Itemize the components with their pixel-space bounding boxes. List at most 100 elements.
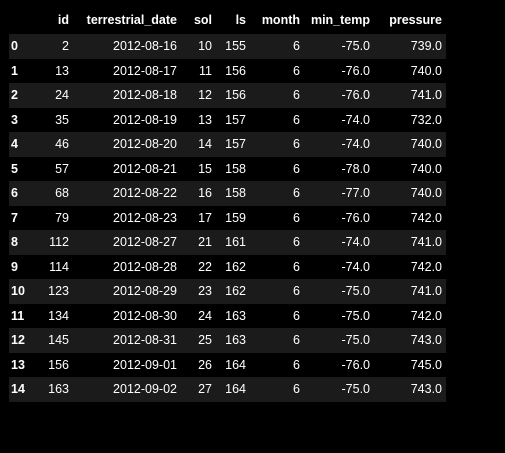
cell-id: 2 xyxy=(62,39,69,54)
table-row: 8 112 2012-08-27 21 161 6 -74.0 741.0 xyxy=(9,230,446,255)
cell-ls: 158 xyxy=(225,161,246,176)
cell-ls: 157 xyxy=(225,112,246,127)
cell-ls: 162 xyxy=(225,259,246,274)
dataframe-output: id terrestrial_date sol ls month min_tem… xyxy=(9,6,446,402)
cell-id: 79 xyxy=(55,210,69,225)
cell-sol: 27 xyxy=(198,382,212,397)
table-row: 13 156 2012-09-01 26 164 6 -76.0 745.0 xyxy=(9,352,446,377)
cell-id: 134 xyxy=(48,308,69,323)
cell-min-temp: -74.0 xyxy=(341,112,371,127)
column-header-terrestrial-date: terrestrial_date xyxy=(73,6,181,34)
cell-ls: 164 xyxy=(225,357,246,372)
cell-ls: 162 xyxy=(225,284,246,299)
cell-pressure: 740.0 xyxy=(410,137,442,152)
cell-ls: 155 xyxy=(225,39,246,54)
cell-pressure: 740.0 xyxy=(410,186,442,201)
cell-month: 6 xyxy=(293,39,300,54)
cell-min-temp: -76.0 xyxy=(341,210,371,225)
table-row: 5 57 2012-08-21 15 158 6 -78.0 740.0 xyxy=(9,156,446,181)
cell-terrestrial-date: 2012-08-28 xyxy=(113,259,177,274)
cell-pressure: 745.0 xyxy=(410,357,442,372)
cell-terrestrial-date: 2012-08-21 xyxy=(113,161,177,176)
cell-id: 123 xyxy=(48,284,69,299)
cell-id: 24 xyxy=(55,88,69,103)
cell-sol: 10 xyxy=(198,39,212,54)
row-index: 6 xyxy=(11,186,18,201)
cell-pressure: 743.0 xyxy=(410,382,442,397)
cell-month: 6 xyxy=(293,259,300,274)
table-header-row: id terrestrial_date sol ls month min_tem… xyxy=(9,6,446,34)
row-index: 14 xyxy=(11,382,25,397)
cell-min-temp: -75.0 xyxy=(341,333,371,348)
cell-month: 6 xyxy=(293,210,300,225)
column-header-sol: sol xyxy=(181,6,216,34)
table-body: 0 2 2012-08-16 10 155 6 -75.0 739.0 1 13 2012-08-1… xyxy=(9,34,446,402)
row-index: 7 xyxy=(11,210,18,225)
column-header-min-temp: min_temp xyxy=(304,6,374,34)
row-index: 4 xyxy=(11,137,18,152)
cell-sol: 23 xyxy=(198,284,212,299)
column-header-pressure: pressure xyxy=(374,6,446,34)
cell-min-temp: -75.0 xyxy=(341,382,371,397)
row-index: 12 xyxy=(11,333,25,348)
cell-id: 35 xyxy=(55,112,69,127)
cell-terrestrial-date: 2012-08-16 xyxy=(113,39,177,54)
row-index: 1 xyxy=(11,63,18,78)
table-row: 1 13 2012-08-17 11 156 6 -76.0 740.0 xyxy=(9,58,446,83)
table-row: 7 79 2012-08-23 17 159 6 -76.0 742.0 xyxy=(9,205,446,230)
cell-terrestrial-date: 2012-08-18 xyxy=(113,88,177,103)
cell-terrestrial-date: 2012-08-17 xyxy=(113,63,177,78)
cell-id: 163 xyxy=(48,382,69,397)
cell-sol: 25 xyxy=(198,333,212,348)
column-header-id: id xyxy=(39,6,73,34)
cell-terrestrial-date: 2012-09-01 xyxy=(113,357,177,372)
column-header-ls: ls xyxy=(216,6,250,34)
cell-pressure: 743.0 xyxy=(410,333,442,348)
table-row: 11 134 2012-08-30 24 163 6 -75.0 742.0 xyxy=(9,303,446,328)
cell-terrestrial-date: 2012-08-22 xyxy=(113,186,177,201)
cell-month: 6 xyxy=(293,382,300,397)
cell-min-temp: -74.0 xyxy=(341,259,371,274)
table-row: 9 114 2012-08-28 22 162 6 -74.0 742.0 xyxy=(9,254,446,279)
cell-min-temp: -74.0 xyxy=(341,137,371,152)
cell-month: 6 xyxy=(293,137,300,152)
table-row: 0 2 2012-08-16 10 155 6 -75.0 739.0 xyxy=(9,34,446,59)
row-index: 8 xyxy=(11,235,18,250)
cell-id: 13 xyxy=(55,63,69,78)
cell-min-temp: -75.0 xyxy=(341,284,371,299)
cell-month: 6 xyxy=(293,308,300,323)
cell-pressure: 740.0 xyxy=(410,161,442,176)
cell-month: 6 xyxy=(293,161,300,176)
table-row: 14 163 2012-09-02 27 164 6 -75.0 743.0 xyxy=(9,377,446,402)
cell-min-temp: -75.0 xyxy=(341,39,371,54)
cell-pressure: 741.0 xyxy=(410,88,442,103)
cell-terrestrial-date: 2012-08-23 xyxy=(113,210,177,225)
table-row: 12 145 2012-08-31 25 163 6 -75.0 743.0 xyxy=(9,328,446,353)
row-index: 2 xyxy=(11,88,18,103)
cell-min-temp: -76.0 xyxy=(341,88,371,103)
table-row: 3 35 2012-08-19 13 157 6 -74.0 732.0 xyxy=(9,107,446,132)
row-index: 11 xyxy=(11,308,25,323)
cell-sol: 24 xyxy=(198,308,212,323)
row-index: 0 xyxy=(11,39,18,54)
cell-min-temp: -77.0 xyxy=(341,186,371,201)
cell-terrestrial-date: 2012-08-19 xyxy=(113,112,177,127)
row-index: 13 xyxy=(11,357,25,372)
column-header-index xyxy=(9,6,39,34)
table-row: 6 68 2012-08-22 16 158 6 -77.0 740.0 xyxy=(9,181,446,206)
cell-min-temp: -75.0 xyxy=(341,308,371,323)
cell-terrestrial-date: 2012-09-02 xyxy=(113,382,177,397)
cell-ls: 161 xyxy=(225,235,246,250)
cell-pressure: 740.0 xyxy=(410,63,442,78)
cell-pressure: 732.0 xyxy=(410,112,442,127)
cell-sol: 13 xyxy=(198,112,212,127)
cell-terrestrial-date: 2012-08-27 xyxy=(113,235,177,250)
cell-terrestrial-date: 2012-08-20 xyxy=(113,137,177,152)
cell-ls: 163 xyxy=(225,333,246,348)
cell-ls: 157 xyxy=(225,137,246,152)
cell-sol: 12 xyxy=(198,88,212,103)
cell-ls: 156 xyxy=(225,88,246,103)
cell-ls: 158 xyxy=(225,186,246,201)
row-index: 5 xyxy=(11,161,18,176)
cell-month: 6 xyxy=(293,186,300,201)
